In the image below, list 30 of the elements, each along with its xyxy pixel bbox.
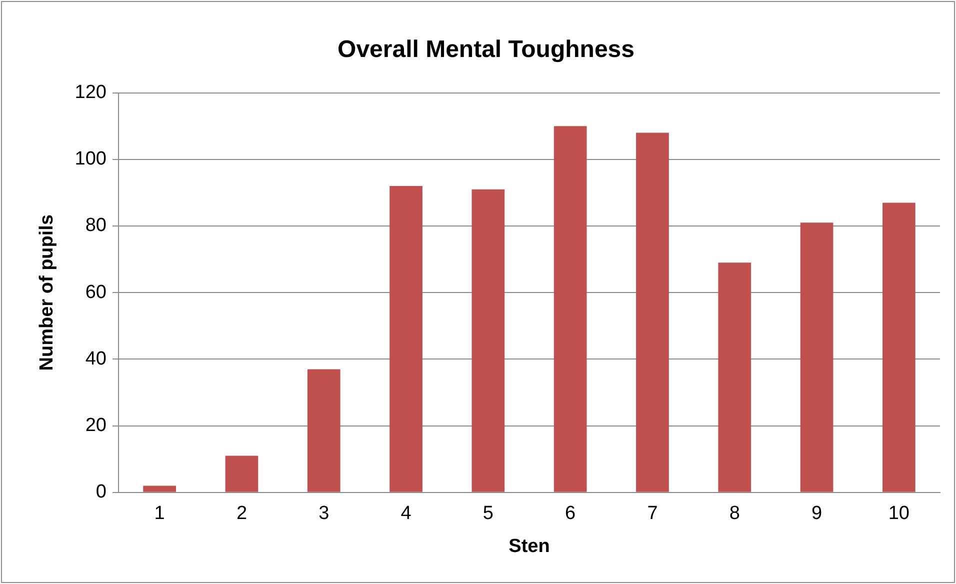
- x-tick-label: 9: [811, 503, 822, 524]
- bar: [472, 189, 505, 492]
- y-tick-label: 0: [96, 482, 106, 503]
- bar: [390, 186, 422, 492]
- bar: [225, 456, 258, 492]
- x-tick-label: 2: [236, 503, 248, 524]
- x-tick-label: 7: [647, 503, 658, 524]
- bar: [800, 222, 834, 492]
- y-axis-title: Number of pupils: [36, 214, 58, 371]
- bar: [882, 202, 916, 492]
- x-tick-label: 10: [888, 503, 910, 524]
- bar: [554, 126, 587, 492]
- y-tick-label: 40: [85, 348, 106, 370]
- y-tick-label: 80: [85, 215, 106, 236]
- bar: [636, 132, 669, 492]
- y-tick-label: 100: [74, 148, 106, 170]
- y-tick-label: 60: [85, 282, 106, 303]
- chart-title: Overall Mental Toughness: [338, 36, 634, 64]
- x-tick-label: 8: [729, 503, 740, 524]
- y-tick-label: 120: [74, 82, 106, 104]
- y-tick-label: 20: [85, 415, 106, 436]
- bar: [307, 369, 340, 492]
- bar: [143, 486, 176, 492]
- x-tick-label: 4: [400, 503, 412, 524]
- x-tick-label: 5: [482, 503, 494, 524]
- x-tick-label: 6: [565, 503, 576, 524]
- x-tick-label: 1: [154, 503, 165, 524]
- x-axis-title: Sten: [508, 536, 550, 557]
- x-tick-label: 3: [318, 503, 330, 524]
- bar: [718, 262, 752, 492]
